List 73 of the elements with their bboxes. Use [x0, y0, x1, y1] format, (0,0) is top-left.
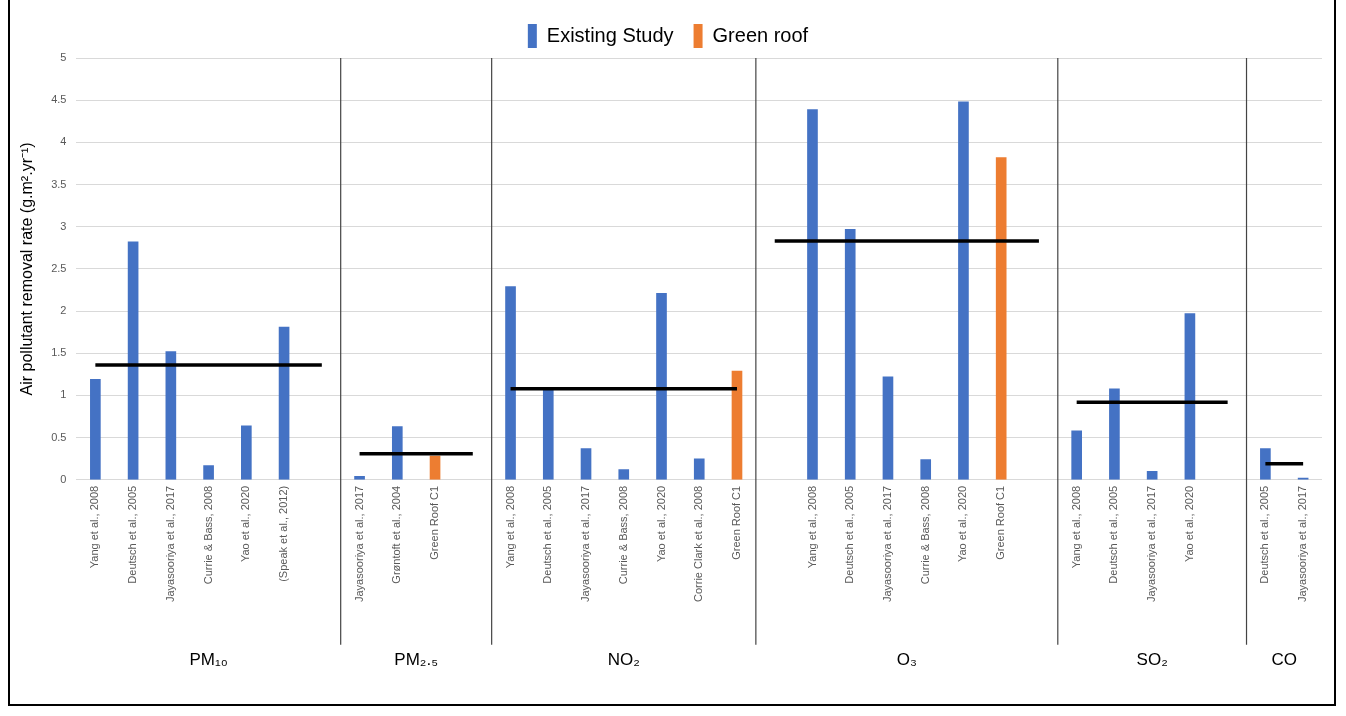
- y-tick-label: 1: [60, 388, 67, 401]
- bar: [807, 109, 818, 480]
- x-tick-label: Currie & Bass, 2008: [616, 485, 629, 585]
- x-tick-label: Corrie Clark et al., 2008: [692, 485, 705, 602]
- y-tick-label: 4.5: [51, 93, 67, 106]
- x-tick-label: Jayasooriya et al., 2017: [163, 485, 176, 603]
- x-tick-label: Jayasooriya et al., 2017: [579, 485, 592, 603]
- bar: [1184, 313, 1196, 480]
- y-tick-label: 1.5: [51, 346, 67, 359]
- bar: [241, 425, 252, 480]
- bar: [1071, 430, 1082, 480]
- text: NO₂: [607, 649, 640, 669]
- bar: [391, 426, 403, 480]
- x-tick-label: Yao et al., 2020: [239, 485, 252, 563]
- text: SO₂: [1136, 649, 1168, 669]
- bar: [882, 376, 894, 480]
- bar: [90, 379, 101, 480]
- y-tick-label: 2: [60, 304, 67, 317]
- x-tick-label: Yang et al., 2008: [503, 485, 516, 569]
- x-tick-label: Currie & Bass, 2008: [918, 485, 931, 585]
- text: CO: [1271, 649, 1298, 669]
- bar: [1260, 448, 1271, 480]
- bar: [731, 370, 743, 480]
- y-axis-title: Air pollutant removal rate (g.m².yr⁻¹): [18, 142, 36, 396]
- x-tick-label: Deutsch et al., 2005: [1258, 485, 1271, 584]
- text: PM₂.₅: [394, 649, 439, 669]
- x-tick-label: Deutsch et al., 2005: [843, 485, 856, 584]
- legend-label: Existing Study: [546, 23, 674, 46]
- x-tick-label: Green Roof C1: [994, 485, 1007, 560]
- bar: [165, 351, 177, 480]
- y-tick-label: 2.5: [51, 261, 67, 274]
- bar: [693, 458, 705, 480]
- x-tick-label: Yang et al., 2008: [1069, 485, 1082, 569]
- bar: [203, 465, 214, 480]
- text: O₃: [896, 649, 917, 669]
- bar: [1109, 388, 1120, 480]
- x-tick-label: (Speak et al., 2012): [277, 485, 290, 582]
- bar: [656, 293, 667, 480]
- x-tick-label: Yang et al., 2008: [805, 485, 818, 569]
- text: PM₁₀: [189, 649, 228, 669]
- bar: [920, 459, 932, 480]
- x-tick-label: Deutsch et al., 2005: [1107, 485, 1120, 584]
- x-tick-label: Yao et al., 2020: [956, 485, 969, 563]
- bar: [127, 241, 139, 480]
- x-tick-label: Jayasooriya et al., 2017: [1296, 485, 1309, 603]
- y-tick-label: 5: [60, 51, 67, 64]
- x-tick-label: Green Roof C1: [428, 485, 441, 560]
- y-tick-label: 3: [60, 219, 67, 232]
- y-tick-label: 0: [60, 472, 67, 485]
- bar: [278, 326, 290, 480]
- x-tick-label: Deutsch et al., 2005: [541, 485, 554, 584]
- legend-label: Green roof: [712, 23, 809, 46]
- bar: [844, 228, 856, 480]
- y-tick-label: 4: [60, 135, 67, 148]
- bar: [958, 101, 969, 480]
- x-tick-label: Jayasooriya et al., 2017: [880, 485, 893, 603]
- bar: [505, 286, 516, 480]
- x-tick-label: Yang et al., 2008: [88, 485, 101, 569]
- bar: [995, 157, 1007, 480]
- bar: [618, 469, 630, 480]
- bar: [429, 455, 441, 480]
- x-tick-label: Jayasooriya et al., 2017: [1145, 485, 1158, 603]
- x-tick-label: Currie & Bass, 2008: [201, 485, 214, 585]
- bar: [580, 448, 592, 480]
- y-tick-label: 3.5: [51, 177, 67, 190]
- x-tick-label: Yao et al., 2020: [1182, 485, 1195, 563]
- bar: [542, 390, 554, 480]
- x-tick-label: Yao et al., 2020: [654, 485, 667, 563]
- x-tick-label: Deutsch et al., 2005: [126, 485, 139, 584]
- x-tick-label: Green Roof C1: [730, 485, 743, 560]
- y-tick-label: 0.5: [51, 430, 67, 443]
- x-tick-label: Jayasooriya et al., 2017: [352, 485, 365, 603]
- x-tick-label: Grøntoft et al., 2004: [390, 485, 403, 584]
